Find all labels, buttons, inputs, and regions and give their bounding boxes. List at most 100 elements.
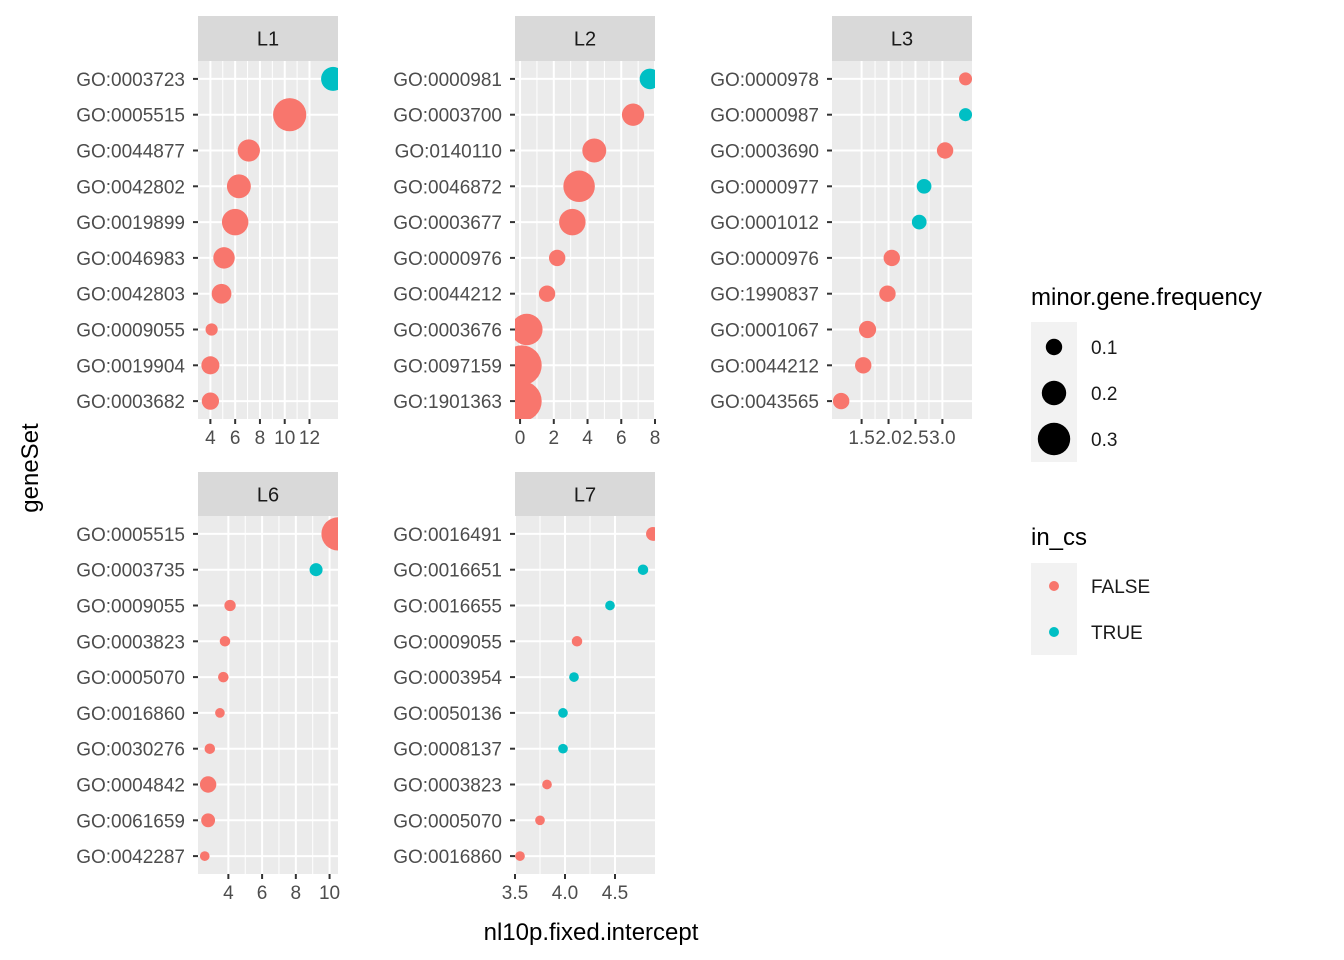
y-tick-label: GO:0003690	[710, 142, 819, 163]
data-point	[515, 345, 542, 386]
x-tick-label: 4.0	[552, 883, 578, 904]
strip-label: L2	[574, 29, 596, 51]
facet-L3: L3 GO:0000978 GO:0000987 GO:0003690 GO:00009…	[710, 16, 972, 449]
y-tick-label: GO:0009055	[76, 321, 185, 342]
y-tick-label: GO:0003823	[76, 632, 185, 653]
y-tick-label: GO:0003676	[393, 321, 502, 342]
data-points	[515, 68, 655, 419]
strip-background	[832, 16, 972, 61]
y-tick-label: GO:0140110	[395, 142, 502, 163]
y-tick-label: GO:0003677	[393, 213, 502, 234]
color-legend-key	[1049, 627, 1059, 637]
data-point	[199, 851, 210, 861]
y-tick-label: GO:0097159	[393, 356, 502, 377]
y-tick-label: GO:0003954	[393, 668, 502, 689]
y-tick-label: GO:0030276	[76, 740, 185, 761]
y-tick-label: GO:0008137	[393, 740, 502, 761]
y-tick-label: GO:0046872	[393, 177, 502, 198]
data-points	[199, 517, 338, 861]
data-point	[542, 779, 552, 790]
y-tick-label: GO:0042802	[76, 177, 185, 198]
x-tick-label: 12	[299, 428, 320, 449]
y-tick-label: GO:0016655	[393, 597, 502, 618]
color-legend-key-background	[1031, 563, 1077, 655]
data-point	[569, 672, 579, 682]
y-tick-label: GO:1901363	[393, 392, 502, 413]
x-tick-label: 1.5	[848, 428, 874, 449]
data-point	[535, 815, 545, 826]
data-point	[582, 138, 607, 163]
y-tick-label: GO:0003682	[76, 392, 185, 413]
y-tick-label: GO:0016860	[76, 704, 185, 725]
size-legend-label: 0.3	[1091, 430, 1117, 451]
facet-L1: L1 GO:0003723 GO:0005515 GO:0044877 GO:00428…	[76, 16, 338, 449]
data-point	[855, 357, 872, 374]
y-tick-label: GO:0005070	[76, 668, 185, 689]
y-tick-label: GO:0000978	[710, 70, 819, 91]
data-point	[205, 323, 218, 336]
panel-background	[515, 516, 655, 874]
x-tick-label: 4	[223, 883, 234, 904]
y-tick-label: GO:0003735	[76, 561, 185, 582]
strip-background	[515, 16, 655, 61]
data-point	[515, 381, 542, 419]
data-point	[221, 208, 249, 236]
x-tick-label: 6	[230, 428, 241, 449]
data-point	[558, 743, 568, 754]
y-tick-label: GO:0005515	[76, 106, 185, 127]
y-tick-label: GO:0009055	[393, 632, 502, 653]
size-legend-key	[1041, 380, 1067, 406]
data-point	[558, 708, 568, 718]
data-point	[858, 320, 877, 339]
y-tick-label: GO:0042803	[76, 285, 185, 306]
data-point	[621, 103, 645, 126]
data-point	[637, 564, 649, 575]
y-tick-label: GO:0046983	[76, 249, 185, 270]
y-tick-label: GO:0000987	[710, 106, 819, 127]
y-tick-label: GO:0044212	[393, 285, 502, 306]
y-tick-label: GO:0044212	[710, 356, 819, 377]
data-point	[219, 636, 231, 647]
y-tick-label: GO:0044877	[76, 142, 185, 163]
data-point	[959, 72, 972, 86]
size-legend-label: 0.1	[1091, 338, 1117, 359]
y-tick-label: GO:0000977	[710, 177, 819, 198]
y-tick-label: GO:0050136	[393, 704, 502, 725]
size-legend-key	[1045, 338, 1063, 356]
data-point	[548, 249, 566, 267]
x-axis-title: nl10p.fixed.intercept	[484, 919, 699, 946]
facet-L2: L2 GO:0000981 GO:0003700 GO:0140110 GO:00468…	[393, 16, 660, 449]
strip-background	[198, 16, 338, 61]
strip-label: L6	[257, 485, 279, 507]
y-tick-label: GO:0001012	[710, 213, 819, 234]
strip-background	[198, 472, 338, 517]
x-tick-label: 2	[549, 428, 560, 449]
size-legend-label: 0.2	[1091, 384, 1117, 405]
data-points	[201, 66, 338, 410]
data-point	[321, 517, 338, 551]
strip-label: L7	[574, 485, 596, 507]
y-tick-label: GO:0016651	[393, 561, 502, 582]
color-legend-keys: FALSE TRUE	[1049, 577, 1150, 644]
data-point	[916, 178, 932, 194]
data-points	[832, 72, 972, 410]
data-points	[515, 526, 655, 861]
size-legend-key	[1037, 422, 1071, 456]
data-point	[879, 285, 896, 302]
data-point	[201, 392, 220, 410]
strip-label: L3	[891, 29, 913, 51]
y-tick-label: GO:0042287	[76, 847, 185, 868]
panel-background	[198, 61, 338, 419]
data-point	[201, 813, 216, 828]
data-point	[218, 671, 229, 683]
data-point	[224, 599, 236, 612]
data-point	[559, 208, 586, 236]
y-tick-label: GO:1990837	[710, 285, 819, 306]
data-point	[832, 392, 850, 410]
y-tick-label: GO:0019904	[76, 356, 185, 377]
facet-L7: L7 GO:0016491 GO:0016651 GO:0016655 GO:00090…	[393, 472, 655, 904]
y-tick-label: GO:0005515	[76, 525, 185, 546]
x-tick-label: 10	[319, 883, 340, 904]
data-point	[639, 68, 655, 90]
